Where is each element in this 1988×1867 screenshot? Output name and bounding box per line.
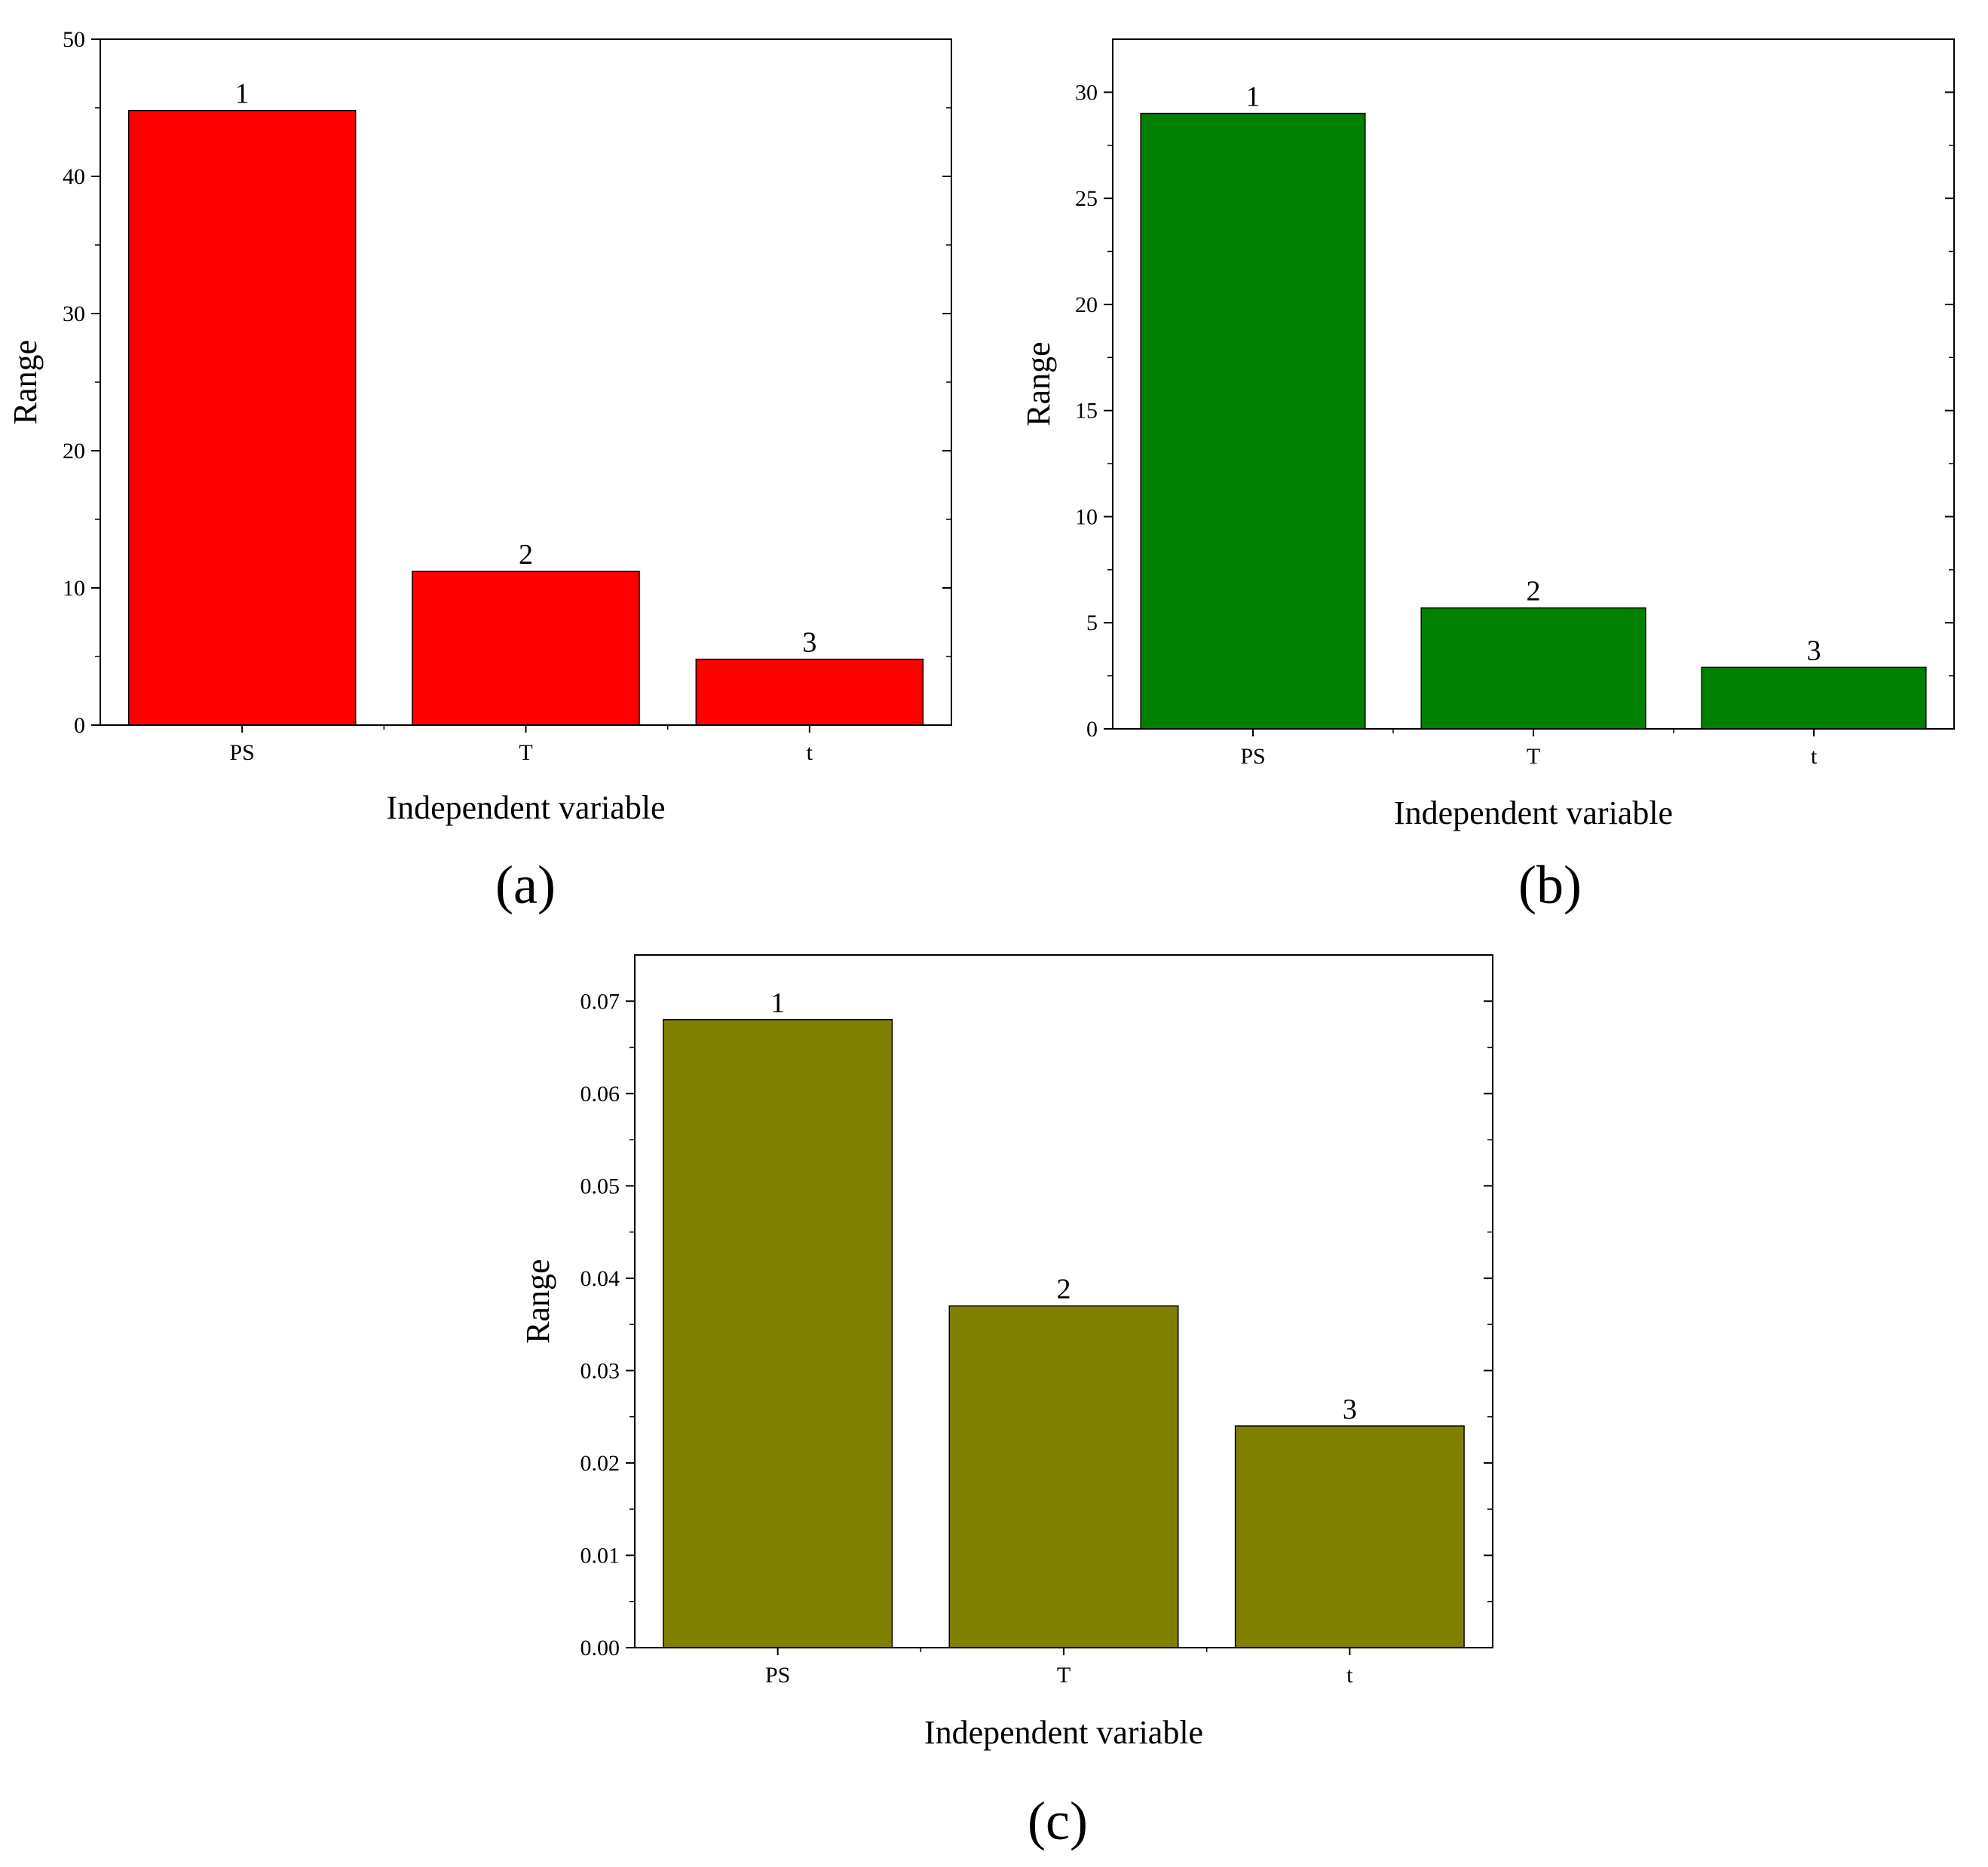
data-label: 1: [235, 78, 250, 110]
bar-t: [1234, 1425, 1465, 1648]
x-tick-label: T: [1057, 1663, 1071, 1688]
y-tick-label: 0.04: [580, 1266, 620, 1291]
data-label: 3: [1343, 1394, 1357, 1425]
chart-panel-b: 1 PS 2 T 3 t 0 5 10 15 20 25 30 Independent variable R…: [1020, 38, 1955, 915]
plot-frame: [1112, 38, 1955, 730]
x-axis-title: Independent variable: [924, 1714, 1203, 1751]
chart-panel-a: 1 PS 2 T 3 t 0 10 20 30 40 50 Independent variable Ra…: [7, 27, 952, 915]
data-label: 3: [1807, 635, 1821, 666]
chart-panel-c: 1 PS 2 T 3 t 0.00 0.01 0.02 0.03 0.04 0.05 0.06 0.07 I…: [519, 954, 1493, 1851]
x-tick-label: PS: [229, 740, 254, 765]
panel-label: (a): [495, 855, 556, 915]
x-tick-label: PS: [1240, 744, 1265, 769]
y-tick-label: 25: [1075, 186, 1098, 211]
bar-T: [412, 571, 640, 726]
data-label: 1: [1246, 81, 1260, 113]
data-label: 3: [802, 627, 816, 659]
y-tick-label: 10: [1075, 504, 1098, 529]
x-axis-title: Independent variable: [1394, 794, 1673, 831]
x-axis-title: Independent variable: [386, 789, 665, 826]
y-tick-label: 15: [1075, 399, 1098, 424]
y-axis-title: Range: [7, 340, 44, 424]
x-tick-label: t: [1346, 1663, 1353, 1688]
plot-frame: [100, 38, 952, 726]
y-tick-label: 0.05: [580, 1174, 620, 1198]
bar-PS: [1140, 112, 1366, 730]
y-tick-label: 5: [1086, 611, 1098, 635]
data-label: 2: [519, 539, 533, 571]
bar-t: [695, 658, 924, 726]
panel-label: (b): [1518, 855, 1582, 915]
panel-label: (c): [1028, 1791, 1088, 1851]
bar-T: [1420, 607, 1646, 730]
plot-frame: [634, 954, 1493, 1648]
y-tick-label: 20: [1075, 292, 1098, 317]
y-tick-label: 10: [63, 576, 85, 601]
y-tick-label: 30: [63, 301, 85, 326]
y-tick-label: 50: [63, 27, 85, 52]
y-tick-label: 0.07: [580, 989, 620, 1014]
x-tick-label: T: [519, 740, 532, 765]
y-tick-label: 20: [63, 439, 85, 464]
bar-t: [1701, 666, 1927, 730]
y-tick-label: 0.00: [580, 1636, 620, 1660]
data-label: 2: [1057, 1274, 1071, 1305]
x-tick-label: T: [1527, 744, 1540, 769]
y-tick-label: 0: [74, 713, 85, 738]
y-tick-label: 30: [1075, 80, 1098, 105]
bar-PS: [127, 109, 357, 726]
bar-T: [948, 1305, 1179, 1648]
bar-PS: [663, 1019, 893, 1648]
y-tick-label: 0.06: [580, 1082, 620, 1106]
data-label: 1: [770, 987, 785, 1019]
x-tick-label: PS: [765, 1663, 790, 1688]
x-tick-label: t: [807, 740, 813, 765]
y-axis-title: Range: [519, 1259, 556, 1343]
y-tick-label: 0.01: [580, 1543, 620, 1568]
y-tick-label: 0: [1086, 717, 1098, 742]
y-tick-label: 0.03: [580, 1358, 620, 1383]
x-tick-label: t: [1811, 744, 1818, 769]
y-tick-label: 0.02: [580, 1451, 620, 1476]
y-axis-title: Range: [1020, 341, 1057, 426]
y-tick-label: 40: [63, 164, 85, 189]
data-label: 2: [1527, 576, 1541, 608]
